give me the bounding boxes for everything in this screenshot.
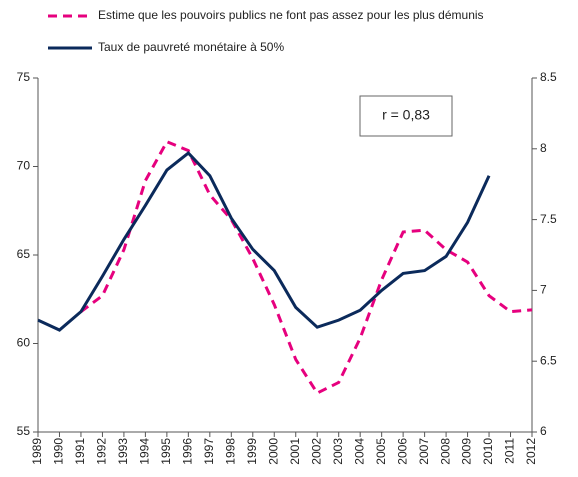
- x-tick-label: 2005: [374, 438, 388, 465]
- x-tick-label: 2000: [266, 438, 280, 465]
- x-tick-label: 2009: [460, 438, 474, 465]
- x-tick-label: 1998: [223, 438, 237, 465]
- series-line: [80, 139, 533, 396]
- x-tick-label: 1989: [30, 438, 44, 465]
- y2-tick-label: 6.5: [540, 353, 557, 367]
- x-tick-label: 1994: [138, 438, 152, 465]
- x-tick-label: 1991: [73, 438, 87, 465]
- legend-label: Estime que les pouvoirs publics ne font …: [98, 8, 484, 22]
- x-tick-label: 1995: [159, 438, 173, 465]
- x-tick-label: 1992: [95, 438, 109, 465]
- y-tick-label: 75: [17, 70, 31, 84]
- x-tick-label: 2002: [309, 438, 323, 465]
- x-tick-label: 2007: [417, 438, 431, 465]
- y2-tick-label: 6: [540, 424, 547, 438]
- annotation-box: [359, 95, 453, 137]
- y2-tick-label: 8.5: [540, 70, 557, 84]
- y2-tick-label: 7.5: [540, 212, 557, 226]
- x-tick-label: 2012: [524, 438, 538, 465]
- x-tick-label: 1999: [245, 438, 259, 465]
- x-tick-label: 2003: [331, 438, 345, 465]
- y2-tick-label: 8: [540, 141, 547, 155]
- x-tick-label: 2004: [352, 438, 366, 465]
- annotation: r = 0,83: [382, 107, 430, 123]
- x-tick-label: 2011: [503, 438, 517, 464]
- x-tick-label: 1993: [116, 438, 130, 465]
- legend-label: Taux de pauvreté monétaire à 50%: [98, 40, 284, 54]
- y-tick-label: 70: [17, 159, 31, 173]
- y2-tick-label: 7: [540, 283, 547, 297]
- x-tick-label: 1997: [202, 438, 216, 465]
- x-tick-label: 2008: [438, 438, 452, 465]
- x-tick-label: 1990: [52, 438, 66, 465]
- x-tick-label: 1996: [181, 438, 195, 465]
- x-tick-label: 2001: [288, 438, 302, 465]
- x-tick-label: 2006: [395, 438, 409, 465]
- y-tick-label: 65: [17, 247, 31, 261]
- y-tick-label: 55: [17, 424, 31, 438]
- y-tick-label: 60: [17, 336, 31, 350]
- series-line: [37, 151, 491, 332]
- x-tick-label: 2010: [481, 438, 495, 465]
